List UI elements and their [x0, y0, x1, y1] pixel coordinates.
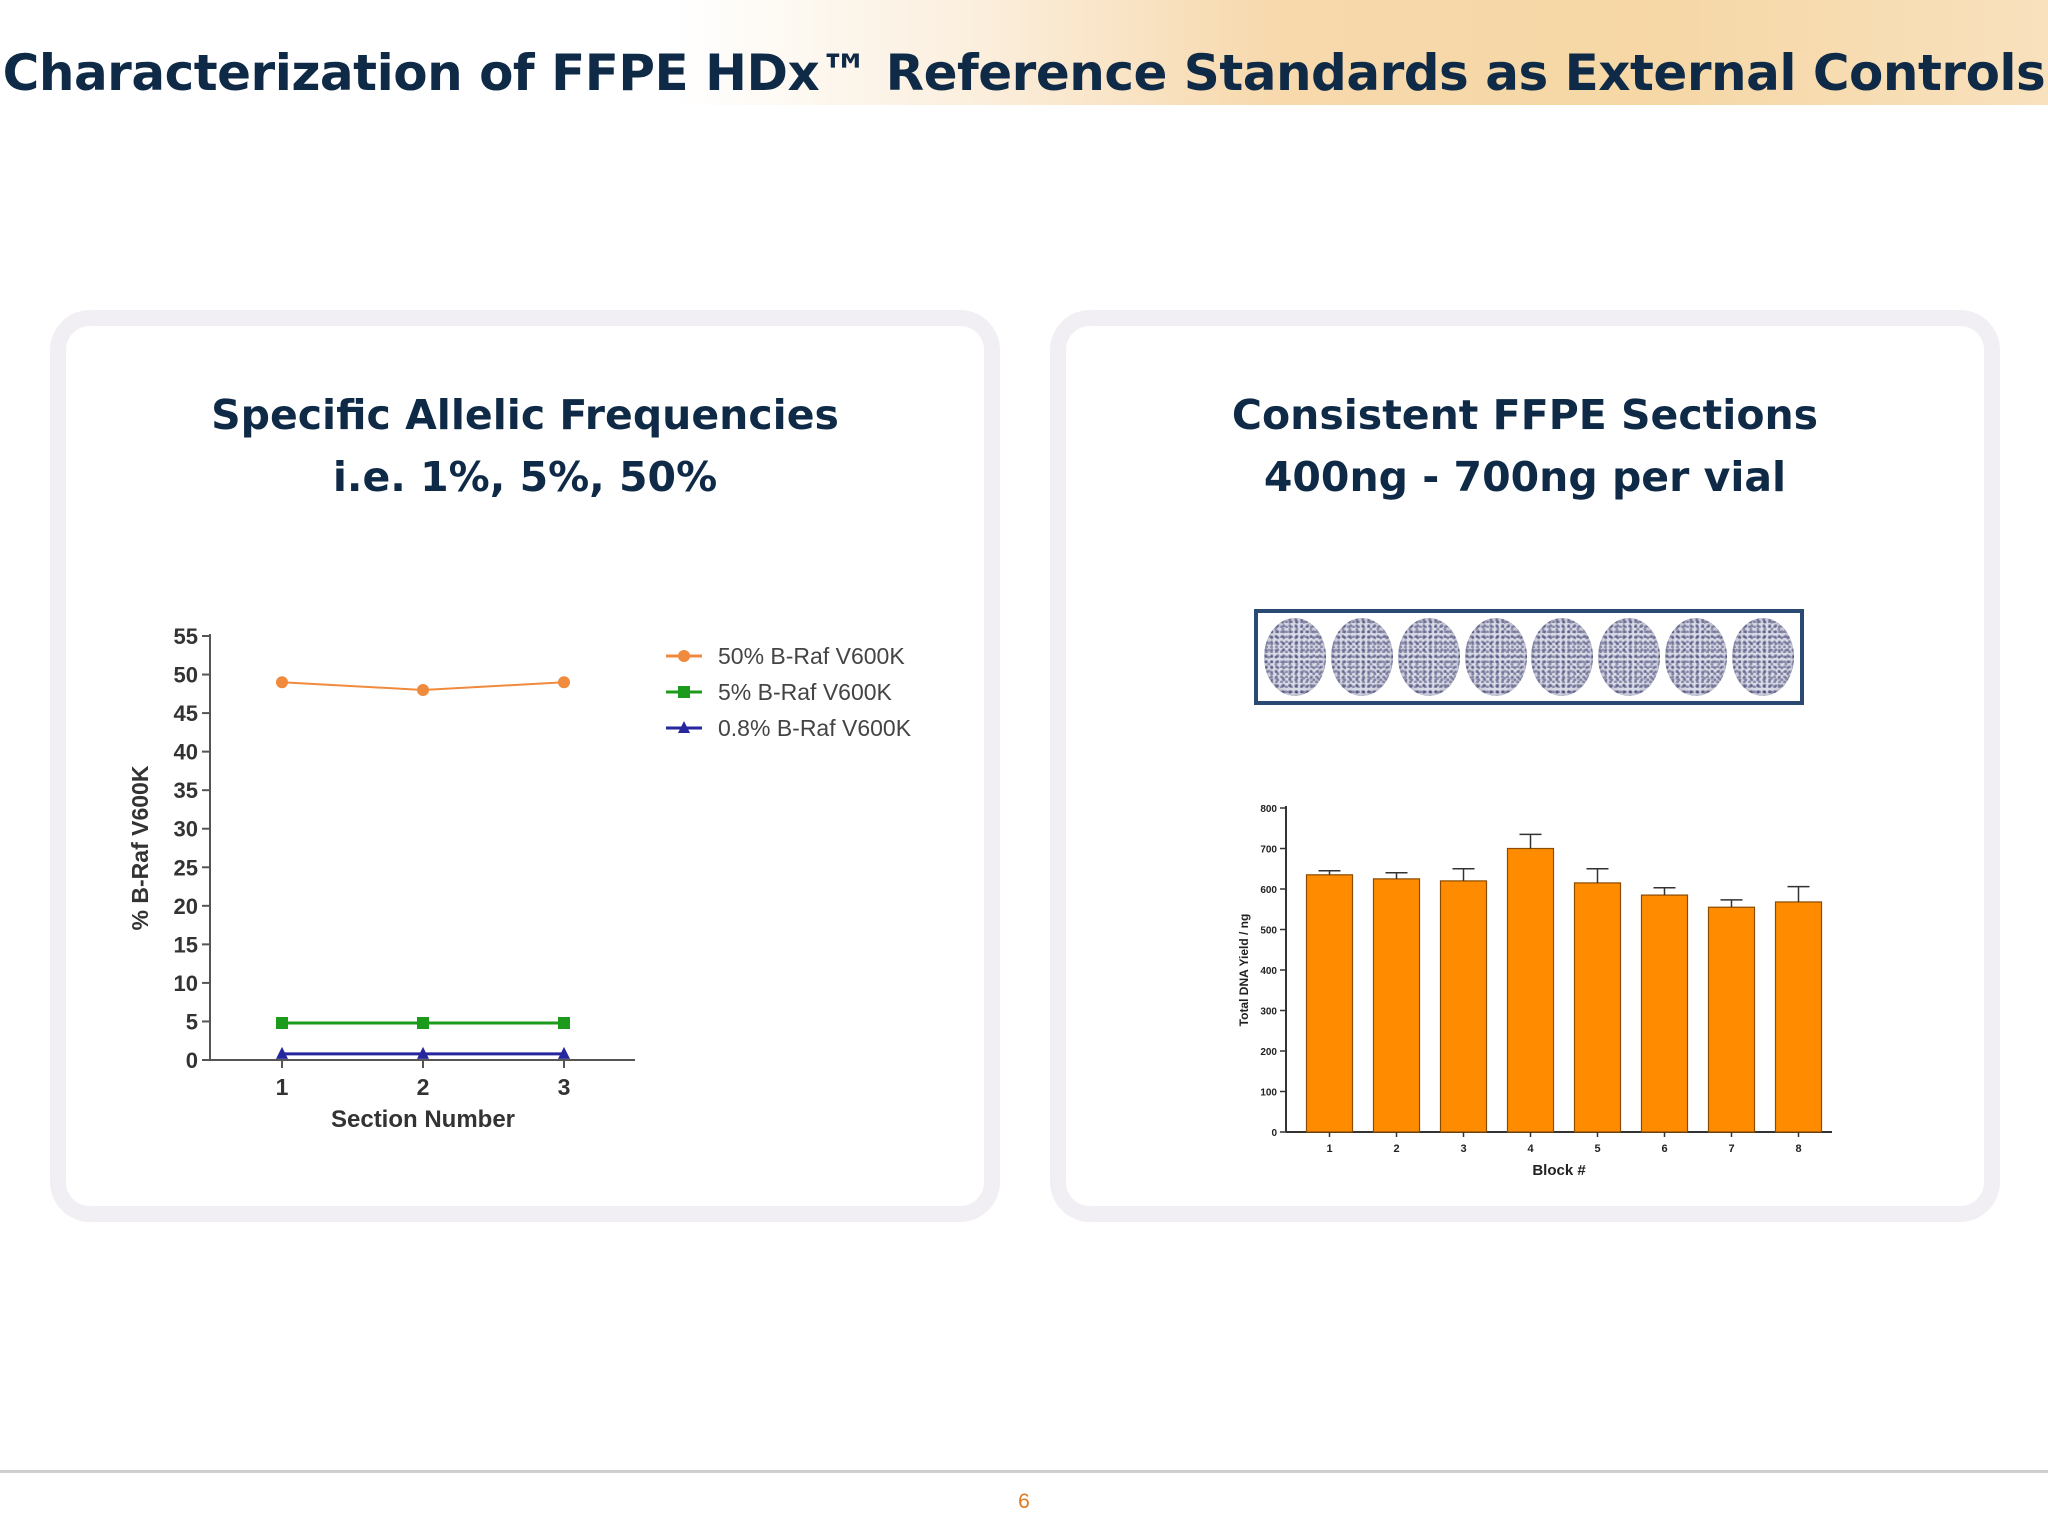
bar: [1439, 880, 1488, 1133]
dna-yield-bar-chart: 0 100 200 300 400 500 600 700 800 1 2 3 4 5 6 7 8 Block #…: [1237, 804, 1832, 1179]
ffpe-section-image: [1531, 618, 1594, 696]
y-axis-label: Total DNA Yield / ng: [1237, 914, 1251, 1027]
bar: [1640, 894, 1689, 1133]
heading-line-1: Consistent FFPE Sections: [1231, 391, 1819, 439]
x-tick-label: 3: [558, 1074, 571, 1100]
ffpe-section-image: [1598, 618, 1661, 696]
y-tick-label: 800: [1260, 804, 1277, 815]
y-tick-label: 35: [174, 778, 198, 803]
y-axis-label: % B-Raf V600K: [127, 765, 153, 930]
data-point: [558, 1016, 570, 1029]
x-axis-label: Block #: [1532, 1162, 1586, 1179]
legend-label: 0.8% B-Raf V600K: [718, 715, 912, 741]
data-point: [417, 1046, 429, 1059]
x-tick-label: 7: [1728, 1143, 1734, 1155]
panel-heading: Consistent FFPE Sections 400ng - 700ng p…: [1066, 384, 1984, 508]
y-tick-label: 0: [186, 1048, 198, 1073]
panel-allelic-frequencies: Specific Allelic Frequencies i.e. 1%, 5%…: [50, 310, 1000, 1222]
y-tick-label: 600: [1260, 885, 1277, 896]
footer-divider: [0, 1470, 2048, 1473]
legend-entry: 0.8% B-Raf V600K: [666, 715, 912, 741]
x-tick-label: 1: [1326, 1143, 1332, 1155]
bar: [1305, 874, 1354, 1133]
y-tick-label: 30: [174, 817, 198, 842]
data-point: [558, 676, 570, 689]
data-point: [678, 686, 690, 698]
x-tick-label: 6: [1661, 1143, 1667, 1155]
y-tick-label: 300: [1260, 1007, 1277, 1018]
bar: [1573, 882, 1622, 1133]
allelic-frequency-line-chart: 0 5 10 15 20 25 30 35 40 45 50 55 1 2 3 Section Number%…: [127, 624, 912, 1133]
y-tick-label: 20: [174, 894, 198, 919]
x-tick-label: 1: [276, 1074, 289, 1100]
y-tick-label: 15: [174, 932, 198, 957]
heading-line-2: i.e. 1%, 5%, 50%: [332, 453, 718, 501]
legend-entry: 5% B-Raf V600K: [666, 679, 893, 705]
data-point: [678, 721, 690, 733]
series-2: [276, 1046, 570, 1059]
y-tick-label: 400: [1260, 966, 1277, 977]
y-tick-label: 55: [174, 624, 198, 649]
ffpe-section-image: [1731, 618, 1794, 696]
data-point: [276, 1016, 288, 1029]
series-1: [276, 1016, 570, 1029]
slide-title: Characterization of FFPE HDx™ Reference …: [2, 44, 2046, 102]
ffpe-section-image: [1664, 618, 1727, 696]
x-tick-label: 4: [1527, 1143, 1534, 1155]
bar: [1707, 906, 1756, 1133]
y-tick-label: 5: [186, 1009, 198, 1034]
x-axis-label: Section Number: [331, 1106, 515, 1133]
legend-label: 5% B-Raf V600K: [718, 679, 893, 705]
y-tick-label: 45: [174, 701, 198, 726]
y-tick-label: 500: [1260, 926, 1277, 937]
y-tick-label: 40: [174, 740, 198, 765]
bar: [1774, 901, 1823, 1133]
page-number: 6: [1018, 1490, 1030, 1513]
data-point: [276, 676, 288, 689]
ffpe-section-image: [1397, 618, 1460, 696]
x-tick-label: 2: [1393, 1143, 1399, 1155]
ffpe-section-image: [1464, 618, 1527, 696]
data-point: [417, 683, 429, 696]
x-tick-label: 3: [1460, 1143, 1466, 1155]
legend-entry: 50% B-Raf V600K: [666, 643, 905, 669]
bar: [1372, 878, 1421, 1133]
y-tick-label: 10: [174, 971, 198, 996]
panel-heading: Specific Allelic Frequencies i.e. 1%, 5%…: [66, 384, 984, 508]
x-tick-label: 8: [1795, 1143, 1801, 1155]
series-0: [276, 676, 570, 696]
data-point: [678, 650, 690, 662]
y-tick-label: 25: [174, 855, 198, 880]
ffpe-section-image: [1331, 618, 1394, 696]
y-tick-label: 700: [1260, 845, 1277, 856]
ffpe-section-image: [1264, 618, 1327, 696]
bar: [1506, 847, 1555, 1133]
header-band: [0, 0, 2048, 105]
y-tick-label: 50: [174, 663, 198, 688]
x-tick-label: 2: [417, 1074, 430, 1100]
heading-line-1: Specific Allelic Frequencies: [211, 391, 839, 439]
y-tick-label: 100: [1260, 1088, 1277, 1099]
legend-label: 50% B-Raf V600K: [718, 643, 905, 669]
data-point: [417, 1016, 429, 1029]
data-point: [276, 1046, 288, 1059]
data-point: [558, 1046, 570, 1059]
heading-line-2: 400ng - 700ng per vial: [1263, 453, 1787, 501]
x-tick-label: 5: [1594, 1143, 1600, 1155]
y-tick-label: 200: [1260, 1047, 1277, 1058]
ffpe-section-images: [1254, 609, 1804, 705]
y-tick-label: 0: [1271, 1128, 1277, 1139]
